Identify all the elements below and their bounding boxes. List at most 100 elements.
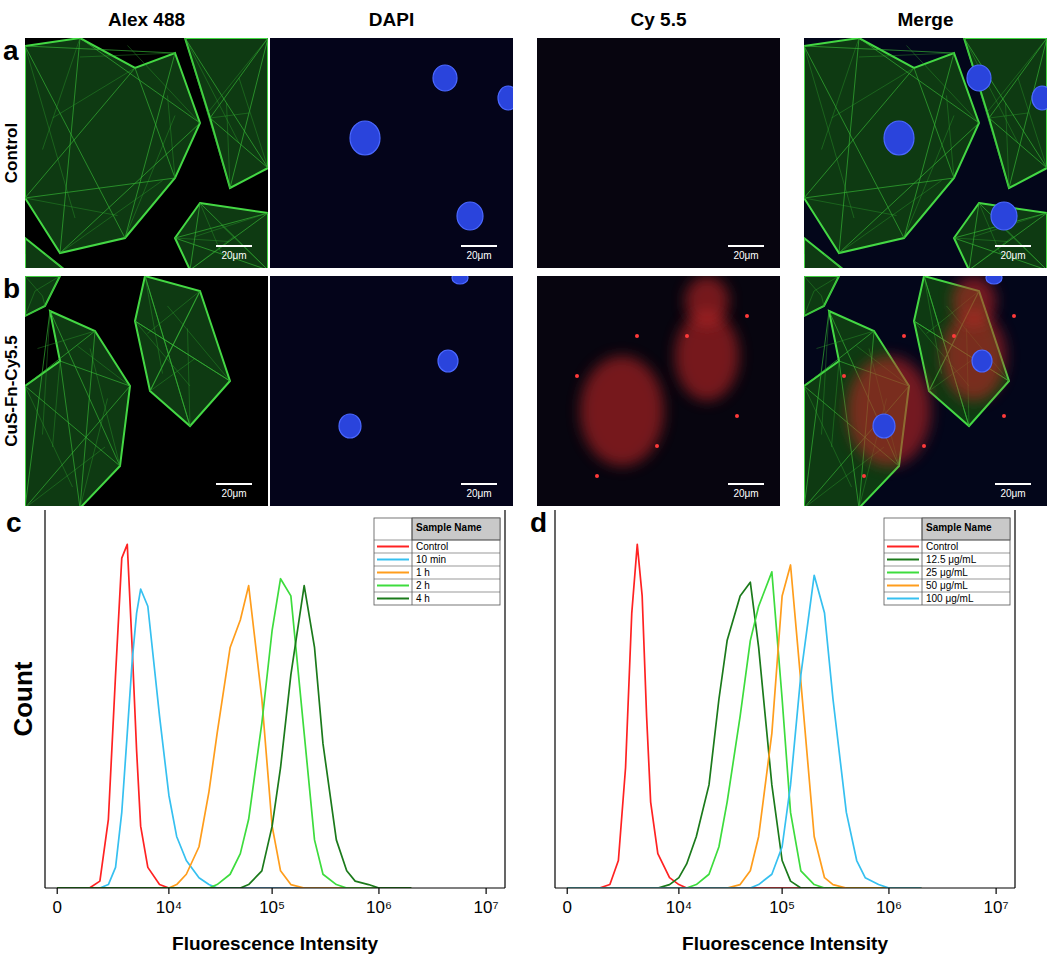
scale-bar-label: 20μm bbox=[221, 488, 246, 499]
actin-fiber bbox=[188, 329, 191, 427]
actin-fiber bbox=[25, 331, 95, 386]
actin-fiber bbox=[822, 296, 825, 306]
x-tick bbox=[567, 888, 568, 894]
legend-swatch bbox=[377, 572, 409, 574]
actin-fiber bbox=[804, 276, 839, 277]
micrograph bbox=[804, 38, 1047, 268]
legend-label: 2 h bbox=[416, 580, 430, 591]
actin-fiber bbox=[25, 276, 60, 277]
actin-fiber bbox=[804, 276, 805, 316]
nucleus bbox=[350, 121, 380, 155]
scale-bar-label: 20μm bbox=[733, 250, 758, 261]
actin-cell bbox=[25, 38, 200, 253]
frame-right bbox=[1014, 510, 1015, 888]
scale-bar bbox=[728, 245, 764, 247]
actin-fiber bbox=[185, 38, 239, 143]
actin-cell bbox=[954, 203, 1047, 268]
scale-bar-label: 20μm bbox=[1000, 250, 1025, 261]
actin-fiber bbox=[175, 238, 268, 268]
actin-fiber bbox=[1009, 38, 1047, 188]
legend-header-cell bbox=[412, 518, 500, 540]
actin-fiber bbox=[832, 68, 915, 118]
legend-header-cell bbox=[922, 518, 1010, 540]
image-background bbox=[270, 276, 513, 506]
x-axis-label: Fluorescence Intensity bbox=[682, 933, 888, 954]
legend-row-line bbox=[374, 592, 500, 593]
actin-fiber bbox=[135, 68, 175, 178]
image-background bbox=[537, 38, 780, 268]
nucleus bbox=[972, 350, 992, 372]
scale-bar-label: 20μm bbox=[221, 250, 246, 261]
nucleus bbox=[967, 65, 991, 91]
plot-area bbox=[567, 544, 921, 888]
cy55-dot bbox=[745, 314, 749, 318]
actin-fiber bbox=[824, 254, 844, 268]
legend: Sample NameControl12.5 μg/mL25 μg/mL50 μ… bbox=[884, 518, 1010, 605]
legend-swatch bbox=[887, 572, 919, 574]
legend-label: 100 μg/mL bbox=[926, 593, 974, 604]
actin-fiber bbox=[239, 78, 268, 168]
actin-fiber bbox=[804, 68, 914, 198]
cy55-dot bbox=[575, 374, 579, 378]
legend-label: 50 μg/mL bbox=[926, 580, 968, 591]
legend-label: Control bbox=[416, 541, 448, 552]
actin-cell bbox=[25, 238, 65, 268]
y-axis bbox=[44, 510, 45, 888]
x-tick bbox=[57, 888, 58, 894]
x-tick-label: 0 bbox=[562, 898, 571, 917]
legend-label: 1 h bbox=[416, 567, 430, 578]
actin-fiber bbox=[128, 46, 201, 124]
actin-fiber bbox=[25, 276, 26, 316]
micrograph bbox=[804, 276, 1047, 506]
histogram-line bbox=[57, 586, 411, 888]
actin-cell bbox=[135, 276, 230, 426]
scale-bar bbox=[995, 483, 1031, 485]
legend-swatch bbox=[887, 598, 919, 600]
x-tick bbox=[168, 888, 169, 894]
actin-fiber bbox=[804, 178, 954, 198]
scale-bar-label: 20μm bbox=[466, 250, 491, 261]
actin-fiber bbox=[979, 203, 1047, 268]
actin-fiber bbox=[200, 203, 268, 268]
actin-fiber bbox=[804, 306, 824, 316]
panel-letter: a bbox=[3, 35, 19, 66]
histogram-line bbox=[57, 544, 411, 888]
actin-fiber bbox=[25, 311, 50, 506]
actin-fiber bbox=[80, 53, 175, 57]
actin-fiber bbox=[45, 254, 65, 268]
actin-fiber bbox=[35, 276, 60, 291]
x-tick bbox=[996, 888, 997, 894]
cy55-signal bbox=[580, 356, 664, 466]
actin-fiber bbox=[230, 38, 268, 188]
actin-fiber bbox=[185, 38, 268, 168]
legend-swatch bbox=[377, 559, 409, 561]
actin-fiber bbox=[135, 321, 230, 381]
nucleus bbox=[991, 202, 1017, 230]
scale-bar bbox=[461, 245, 497, 247]
histogram-line bbox=[57, 579, 411, 888]
nucleus bbox=[438, 350, 458, 372]
actin-fiber bbox=[859, 53, 954, 57]
legend-swatch bbox=[377, 598, 409, 600]
actin-fiber bbox=[947, 96, 955, 179]
x-axis-label: Fluorescence Intensity bbox=[172, 933, 378, 954]
actin-fiber bbox=[964, 38, 1018, 143]
scale-bar bbox=[728, 483, 764, 485]
actin-cell bbox=[25, 311, 130, 506]
legend-swatch bbox=[887, 585, 919, 587]
actin-fiber bbox=[804, 311, 829, 506]
x-tick bbox=[378, 888, 379, 894]
cy55-dot bbox=[922, 444, 926, 448]
x-axis bbox=[555, 887, 1015, 888]
actin-fiber bbox=[125, 116, 175, 239]
actin-fiber bbox=[804, 198, 897, 216]
histogram-line bbox=[567, 572, 921, 888]
actin-fiber bbox=[804, 46, 854, 218]
actin-fiber bbox=[25, 178, 175, 198]
frame-right bbox=[504, 510, 505, 888]
actin-fiber bbox=[25, 198, 118, 216]
histogram-line bbox=[567, 575, 921, 888]
actin-fiber bbox=[822, 311, 830, 435]
actin-fiber bbox=[145, 276, 163, 374]
plot-area bbox=[57, 544, 411, 888]
